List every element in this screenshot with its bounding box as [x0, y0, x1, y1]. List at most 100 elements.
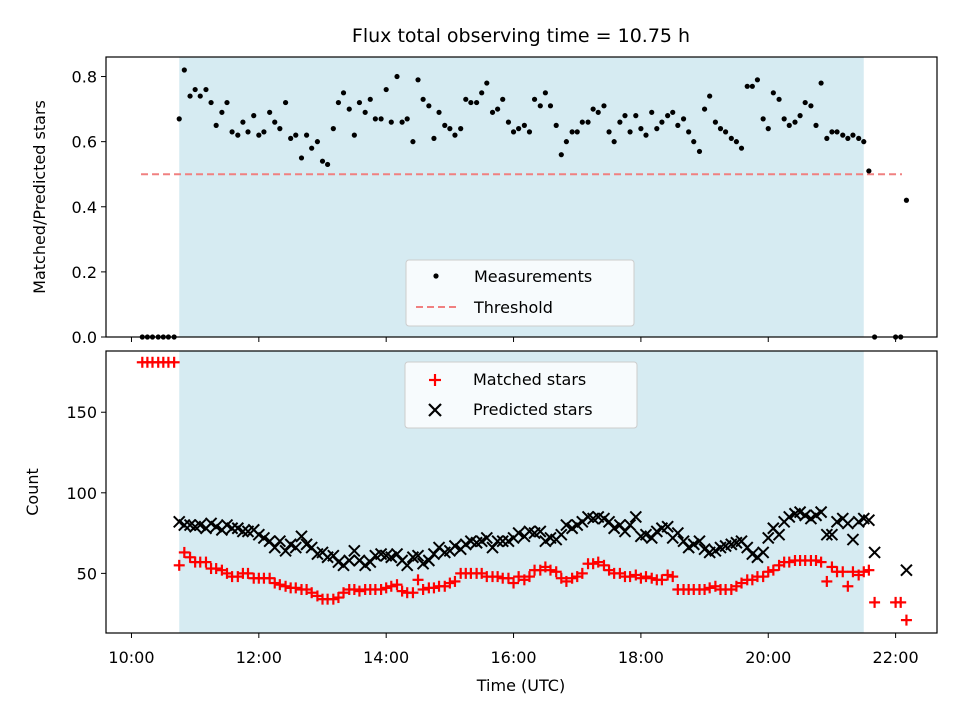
- predicted-point: [400, 559, 414, 572]
- measurement-point: [542, 90, 548, 96]
- measurement-point: [808, 103, 814, 109]
- measurement-point: [410, 139, 416, 145]
- predicted-point: [841, 517, 855, 530]
- measurement-point: [362, 109, 368, 115]
- matched-point: [662, 569, 674, 581]
- predicted-point: [830, 515, 844, 529]
- measurement-point: [680, 116, 687, 122]
- measurement-point: [415, 77, 421, 83]
- matched-point: [624, 571, 636, 583]
- measurement-point: [595, 109, 601, 115]
- legend-matched-marker: [429, 374, 441, 386]
- matched-point: [306, 587, 318, 599]
- matched-point: [736, 577, 748, 589]
- matched-point: [656, 574, 668, 586]
- matched-point: [895, 596, 907, 608]
- measurement-point: [388, 119, 394, 125]
- matched-point: [699, 583, 711, 595]
- measurement-point: [335, 99, 342, 106]
- measurement-point: [792, 119, 798, 125]
- measurement-point: [463, 96, 469, 102]
- predicted-point: [236, 525, 250, 538]
- measurement-point: [638, 126, 644, 132]
- measurement-point: [431, 135, 437, 141]
- bottom-y-tick-label: 50: [77, 564, 97, 583]
- measurement-point: [712, 119, 719, 125]
- measurement-point: [558, 152, 564, 158]
- measurement-point: [187, 93, 193, 99]
- measurement-point: [728, 135, 734, 141]
- predicted-point: [416, 557, 430, 570]
- predicted-point: [671, 526, 685, 540]
- matched-point: [757, 571, 769, 583]
- predicted-point: [762, 531, 775, 545]
- matched-point: [646, 572, 658, 584]
- matched-point: [280, 580, 292, 592]
- legend-threshold-label: Threshold: [473, 298, 553, 317]
- matched-point: [667, 571, 679, 583]
- predicted-point: [560, 518, 573, 532]
- matched-point: [826, 561, 838, 573]
- measurement-point: [176, 116, 182, 122]
- measurement-point: [553, 122, 559, 128]
- measurement-point: [452, 132, 458, 138]
- x-tick-label: 18:00: [618, 648, 664, 667]
- measurement-point: [675, 122, 681, 128]
- predicted-point: [693, 534, 706, 548]
- measurement-point: [526, 129, 533, 135]
- predicted-point: [820, 528, 834, 541]
- measurement-point: [340, 90, 347, 96]
- predicted-point: [480, 531, 494, 545]
- predicted-point: [900, 563, 913, 577]
- measurement-point: [537, 103, 543, 109]
- matched-point: [550, 566, 562, 578]
- top-y-tick-label: 0.8: [72, 68, 97, 87]
- matched-point: [863, 564, 875, 576]
- measurement-point: [314, 139, 321, 145]
- measurement-point: [760, 116, 766, 122]
- legend-measurements-marker: [433, 273, 439, 279]
- matched-point: [523, 571, 535, 583]
- measurement-point: [856, 135, 862, 141]
- predicted-point: [862, 513, 876, 527]
- measurement-point: [617, 119, 623, 125]
- matched-point: [264, 572, 276, 584]
- predicted-point: [491, 534, 504, 548]
- matched-point: [375, 583, 387, 595]
- bottom-y-tick-label: 150: [66, 403, 97, 422]
- measurement-point: [404, 116, 410, 122]
- measurement-point: [282, 99, 289, 106]
- measurement-point: [776, 96, 782, 102]
- x-tick-label: 16:00: [490, 648, 536, 667]
- x-tick-label: 10:00: [108, 648, 154, 667]
- x-tick-label: 22:00: [873, 648, 919, 667]
- matched-point: [842, 580, 854, 592]
- predicted-point: [783, 510, 796, 524]
- measurement-point: [500, 96, 506, 102]
- matched-point: [762, 566, 774, 578]
- measurement-point: [622, 113, 628, 119]
- x-axis-label: Time (UTC): [476, 676, 565, 695]
- measurement-point: [633, 113, 639, 119]
- matched-point: [407, 587, 419, 599]
- matched-point: [385, 580, 397, 592]
- matched-point: [858, 566, 870, 578]
- x-tick-label: 20:00: [745, 648, 791, 667]
- measurement-point: [829, 129, 835, 135]
- predicted-point: [348, 544, 361, 558]
- measurement-point: [531, 96, 538, 102]
- matched-point: [353, 585, 365, 597]
- measurement-point: [717, 126, 724, 132]
- matched-point: [178, 546, 190, 558]
- measurement-point: [861, 139, 867, 145]
- measurement-point: [574, 129, 580, 135]
- measurement-point: [298, 155, 305, 161]
- measurement-point: [394, 73, 400, 80]
- measurement-point: [474, 99, 480, 106]
- measurement-point: [458, 126, 464, 132]
- measurement-point: [479, 90, 485, 96]
- measurement-point: [654, 126, 660, 132]
- matched-point: [566, 572, 578, 584]
- matched-point: [184, 551, 196, 563]
- measurement-point: [256, 132, 262, 138]
